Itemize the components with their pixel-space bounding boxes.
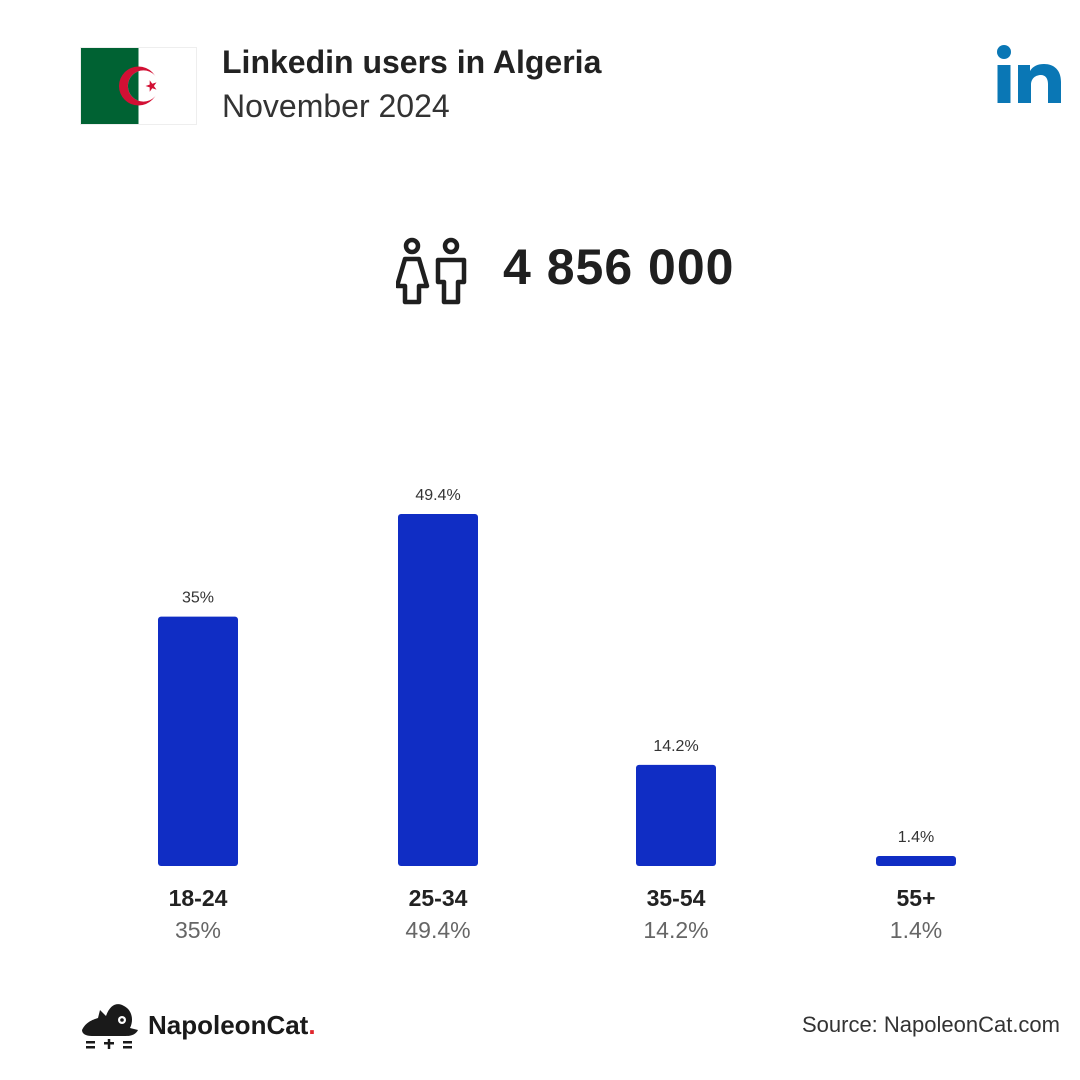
- page-subtitle: November 2024: [222, 88, 450, 124]
- data-label: 49.4%: [415, 487, 460, 504]
- data-label: 14.2%: [653, 738, 698, 755]
- bar-35-54: [636, 764, 716, 866]
- category-label: 55+: [896, 885, 935, 911]
- data-label: 35%: [182, 590, 214, 607]
- category-percent: 1.4%: [890, 917, 942, 943]
- brand-name: NapoleonCat.: [148, 1010, 316, 1041]
- bar-55+: [876, 856, 956, 866]
- data-label: 1.4%: [898, 829, 934, 846]
- category-percent: 49.4%: [405, 917, 470, 943]
- algeria-flag-icon: [80, 47, 197, 125]
- source-label: Source: NapoleonCat.com: [801, 1012, 1060, 1037]
- category-label: 18-24: [169, 885, 228, 911]
- category-percent: 14.2%: [643, 917, 708, 943]
- page-title: Linkedin users in Algeria: [222, 44, 602, 80]
- bar-25-34: [398, 514, 478, 866]
- users-icon: [396, 237, 467, 305]
- brand-text: NapoleonCat: [148, 1010, 309, 1040]
- category-label: 25-34: [409, 885, 468, 911]
- bar-18-24: [158, 616, 238, 866]
- brand-dot: .: [308, 1010, 316, 1040]
- total-users: 4 856 000: [503, 239, 735, 295]
- linkedin-logo-icon: [997, 45, 1061, 103]
- category-percent: 35%: [175, 917, 221, 943]
- category-label: 35-54: [647, 885, 706, 911]
- napoleoncat-logo-icon: [82, 1004, 138, 1049]
